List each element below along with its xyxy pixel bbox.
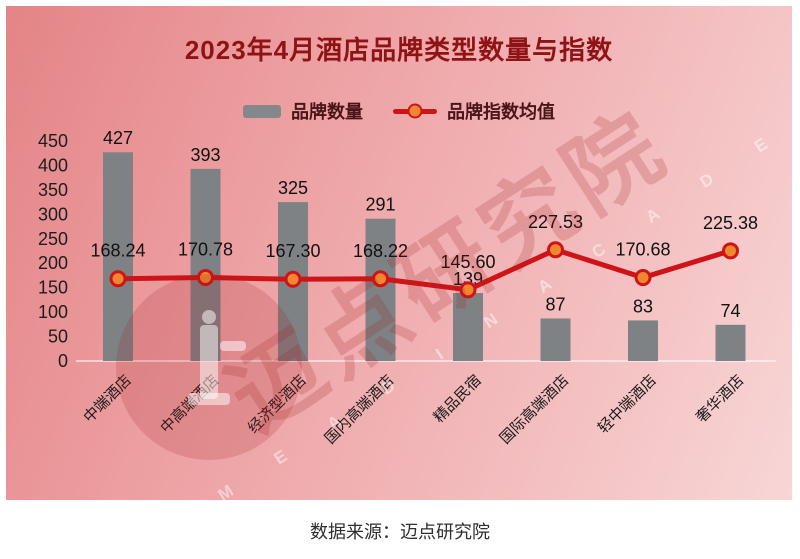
bar xyxy=(628,320,658,361)
line-value-label: 225.38 xyxy=(703,213,758,233)
legend-label-brand-index: 品牌指数均值 xyxy=(447,102,555,122)
bar xyxy=(103,152,133,361)
chart-plot: 0 50 100 150 200 250 300 350 400 450 427 393 325 291 1… xyxy=(38,128,776,448)
line-value-label: 167.30 xyxy=(265,241,320,261)
bar xyxy=(453,293,483,361)
legend-item-brand-index: 品牌指数均值 xyxy=(393,98,555,124)
line-value-label: 170.68 xyxy=(615,240,670,260)
line-value-label: 227.53 xyxy=(528,212,583,232)
bar-swatch-icon xyxy=(243,104,281,118)
line-point xyxy=(722,242,739,260)
line-point xyxy=(284,270,302,288)
bar xyxy=(715,324,746,361)
line-point xyxy=(197,269,214,287)
chart-legend: 品牌数量 品牌指数均值 xyxy=(6,98,792,124)
bar-value-label: 87 xyxy=(545,294,565,314)
y-tick-label: 200 xyxy=(38,253,68,273)
line-point xyxy=(634,269,652,287)
bar-value-label: 427 xyxy=(103,128,133,148)
bar xyxy=(365,218,396,361)
x-category-label: 中高端酒店 xyxy=(157,372,222,437)
y-tick-label: 450 xyxy=(38,131,68,151)
y-tick-label: 150 xyxy=(38,278,68,298)
y-tick-label: 250 xyxy=(38,229,68,249)
x-category-label: 国内高端酒店 xyxy=(322,372,398,448)
y-tick-label: 100 xyxy=(38,302,68,322)
bar-value-label: 83 xyxy=(633,296,653,316)
x-category-label: 精品民宿 xyxy=(430,372,484,426)
line-value-label: 145.60 xyxy=(440,252,495,272)
y-tick-label: 300 xyxy=(38,204,68,224)
line-point xyxy=(372,270,389,288)
y-tick-label: 350 xyxy=(38,180,68,200)
bar-value-label: 325 xyxy=(278,178,308,198)
x-category-label: 轻中端酒店 xyxy=(595,372,660,437)
line-swatch-icon xyxy=(393,103,437,119)
line-value-label: 170.78 xyxy=(178,240,233,260)
line-value-label: 168.22 xyxy=(353,241,408,261)
line-point xyxy=(459,281,477,299)
legend-item-brand-count: 品牌数量 xyxy=(243,98,363,124)
bar xyxy=(540,318,571,361)
bar xyxy=(190,168,221,361)
x-category-label: 奢华酒店 xyxy=(693,372,747,426)
x-category-label: 中端酒店 xyxy=(80,372,134,426)
bar-value-label: 291 xyxy=(365,195,395,215)
line-value-label: 168.24 xyxy=(90,241,145,261)
x-category-label: 国际高端酒店 xyxy=(497,372,573,448)
line-marker-icon xyxy=(407,103,423,119)
line-point xyxy=(547,241,564,259)
data-source-note: 数据来源：迈点研究院 xyxy=(310,522,490,542)
y-tick-label: 0 xyxy=(58,351,68,371)
y-tick-label: 400 xyxy=(38,155,68,175)
chart-card: 0 50 100 150 200 250 300 350 400 450 427 393 325 291 1… xyxy=(6,6,792,500)
y-tick-label: 50 xyxy=(48,327,68,347)
bar-value-label: 74 xyxy=(720,301,740,321)
legend-label-brand-count: 品牌数量 xyxy=(291,102,363,122)
line-series xyxy=(115,247,733,293)
x-category-label: 经济型酒店 xyxy=(245,372,310,437)
line-point xyxy=(109,270,127,288)
bar-value-label: 393 xyxy=(190,145,220,165)
chart-title: 2023年4月酒店品牌类型数量与指数 xyxy=(184,35,614,65)
